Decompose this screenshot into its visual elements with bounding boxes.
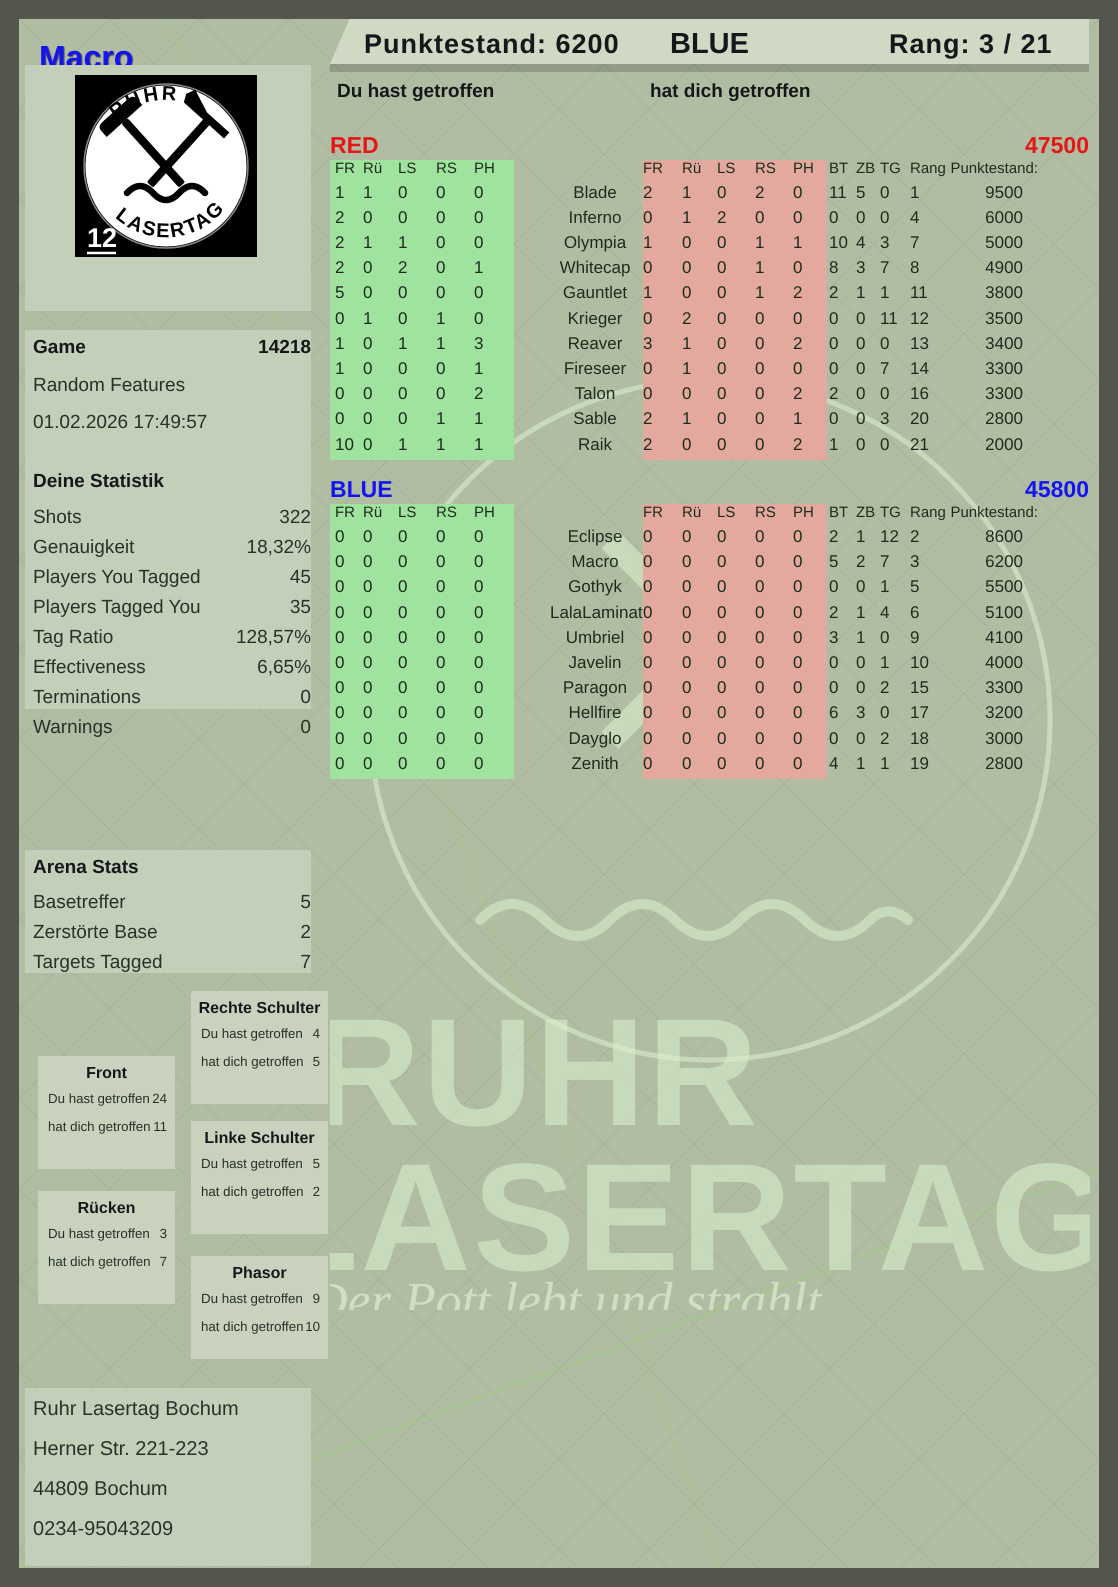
svg-text:12: 12	[87, 223, 117, 253]
